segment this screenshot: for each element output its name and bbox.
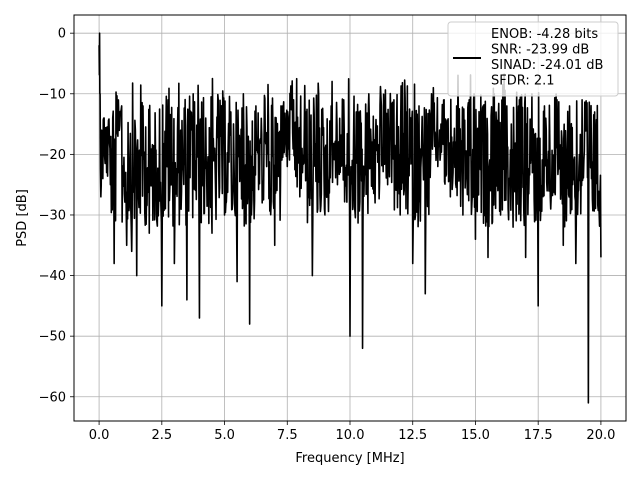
x-tick-label: 15.0 xyxy=(461,428,490,443)
y-tick-label: −30 xyxy=(39,208,66,223)
x-tick-label: 7.5 xyxy=(277,428,298,443)
y-tick-label: −10 xyxy=(39,87,66,102)
x-tick-label: 17.5 xyxy=(524,428,553,443)
x-tick-label: 10.0 xyxy=(336,428,365,443)
x-tick-label: 20.0 xyxy=(586,428,615,443)
x-tick-label: 5.0 xyxy=(214,428,235,443)
y-tick-label: −40 xyxy=(39,269,66,284)
legend: ENOB: -4.28 bits SNR: -23.99 dB SINAD: -… xyxy=(447,21,619,97)
y-tick-label: −50 xyxy=(39,330,66,345)
legend-entry-sfdr: SFDR: 2.1 xyxy=(491,74,555,89)
legend-entry-snr: SNR: -23.99 dB xyxy=(491,43,589,58)
y-axis-label: PSD [dB] xyxy=(15,189,30,247)
series-group xyxy=(98,32,602,404)
legend-box xyxy=(447,21,619,97)
x-axis-label: Frequency [MHz] xyxy=(295,451,404,466)
ticks: 0.0 2.5 5.0 7.5 10.0 12.5 15.0 17.5 20.0 0 −10 −20 −… xyxy=(39,27,616,443)
y-tick-label: −60 xyxy=(39,390,66,405)
y-tick-label: 0 xyxy=(58,27,66,42)
legend-entry-sinad: SINAD: -24.01 dB xyxy=(491,58,603,73)
x-tick-label: 12.5 xyxy=(398,428,427,443)
x-tick-label: 0.0 xyxy=(89,428,110,443)
x-tick-label: 2.5 xyxy=(151,428,172,443)
y-tick-label: −20 xyxy=(39,148,66,163)
psd-series-line xyxy=(98,32,602,404)
legend-entry-enob: ENOB: -4.28 bits xyxy=(491,27,598,42)
